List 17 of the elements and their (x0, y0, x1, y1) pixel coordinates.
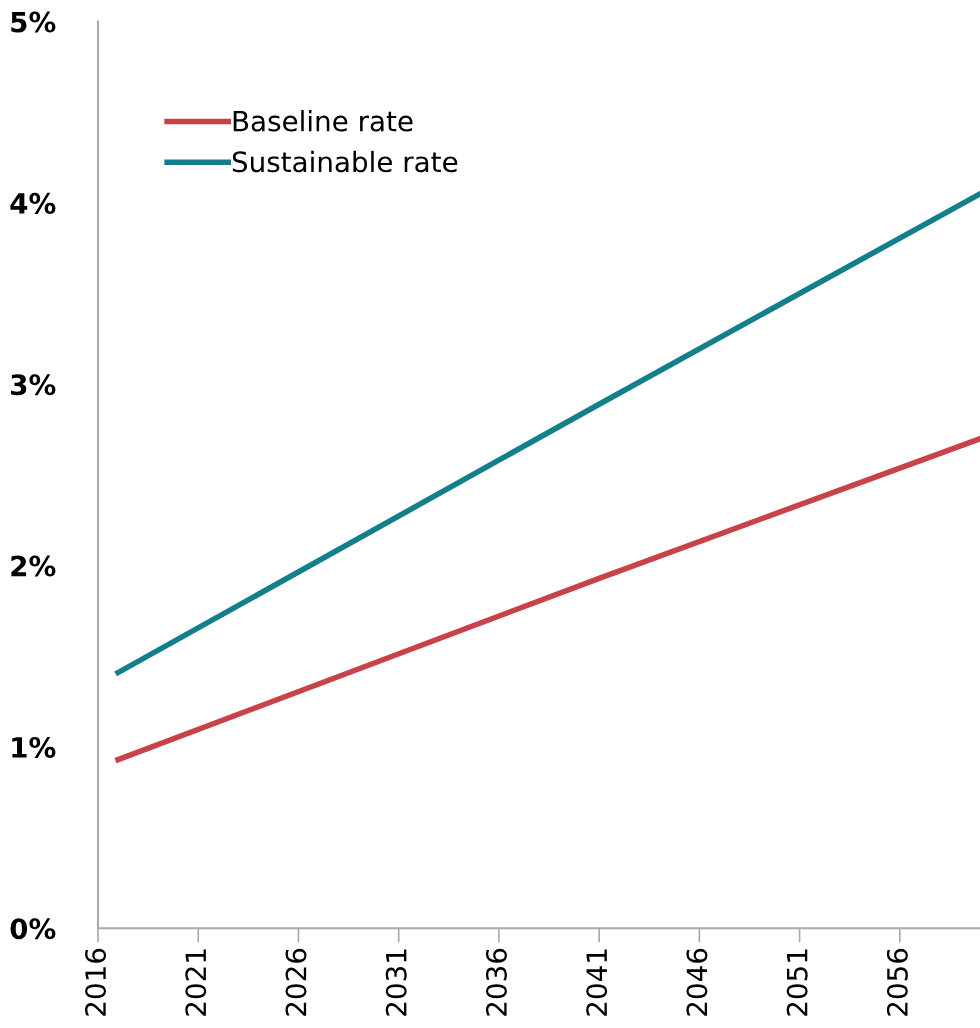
x-tick-label: 2016 (85, 948, 107, 1016)
y-tick-label: 5% (11, 11, 56, 33)
y-tick-label: 2% (11, 555, 56, 577)
y-tick-label: 3% (11, 374, 56, 396)
y-tick-label: 0% (10, 918, 56, 940)
x-tick-label: 2041 (586, 949, 608, 1016)
x-tick-label: 2046 (686, 948, 708, 1016)
y-tick-label: 1% (12, 736, 56, 758)
x-tick-label: 2051 (786, 949, 808, 1016)
legend-label: Baseline rate (233, 110, 413, 132)
y-tick-label: 4% (10, 192, 56, 214)
x-tick-label: 2026 (285, 948, 307, 1016)
x-tick-label: 2036 (485, 948, 507, 1016)
x-tick-label: 2031 (385, 949, 407, 1016)
x-tick-label: 2056 (886, 948, 908, 1016)
legend-label: Sustainable rate (232, 150, 458, 173)
x-tick-label: 2021 (185, 949, 207, 1016)
